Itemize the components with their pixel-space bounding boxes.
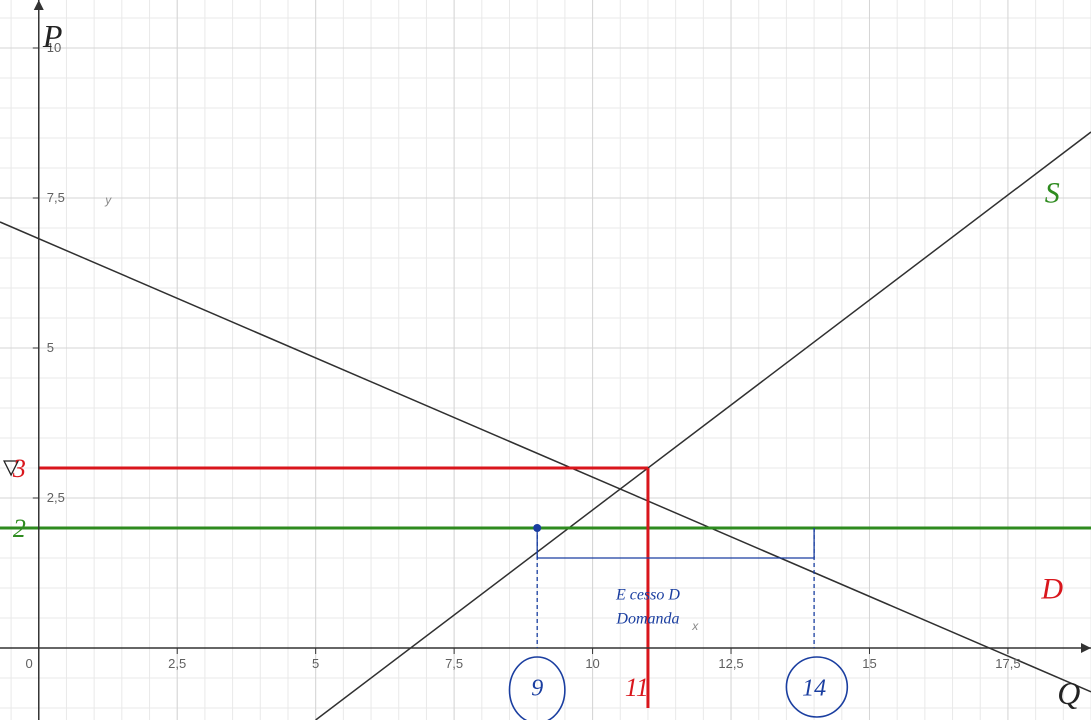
x-tick-label: 15 — [862, 656, 876, 671]
y-tick-label: 7,5 — [47, 190, 65, 205]
x-tick-label: 17,5 — [995, 656, 1020, 671]
hand-label-P: P — [42, 18, 63, 54]
x-tick-label: 5 — [312, 656, 319, 671]
hand-label-fourteen: 14 — [802, 675, 826, 701]
chart-svg: 2,557,51012,51517,502,557,510xyPQSD32119… — [0, 0, 1091, 720]
y-tick-label: 2,5 — [47, 490, 65, 505]
hand-label-D: D — [1040, 573, 1063, 606]
x-tick-label: 12,5 — [718, 656, 743, 671]
y-axis-arrow — [34, 0, 44, 10]
hand-label-three: 3 — [12, 454, 26, 483]
hand-label-excess1: E cesso D — [615, 587, 680, 604]
hand-label-two: 2 — [13, 514, 26, 543]
hand-label-excess2: Domanda — [615, 611, 679, 628]
hand-label-Q: Q — [1057, 675, 1080, 711]
x-label-internal: x — [691, 619, 699, 633]
x-tick-label: 2,5 — [168, 656, 186, 671]
origin-label: 0 — [26, 656, 33, 671]
point-qs — [533, 524, 541, 532]
hand-label-nine: 9 — [531, 675, 543, 701]
chart-root: 2,557,51012,51517,502,557,510xyPQSD32119… — [0, 0, 1091, 720]
hand-label-S: S — [1045, 177, 1060, 210]
x-tick-label: 10 — [585, 656, 599, 671]
x-axis-arrow — [1081, 643, 1091, 653]
demand-line — [0, 222, 1091, 692]
y-label-internal: y — [104, 193, 112, 207]
y-tick-label: 5 — [47, 340, 54, 355]
x-tick-label: 7,5 — [445, 656, 463, 671]
hand-label-eleven: 11 — [625, 673, 649, 702]
